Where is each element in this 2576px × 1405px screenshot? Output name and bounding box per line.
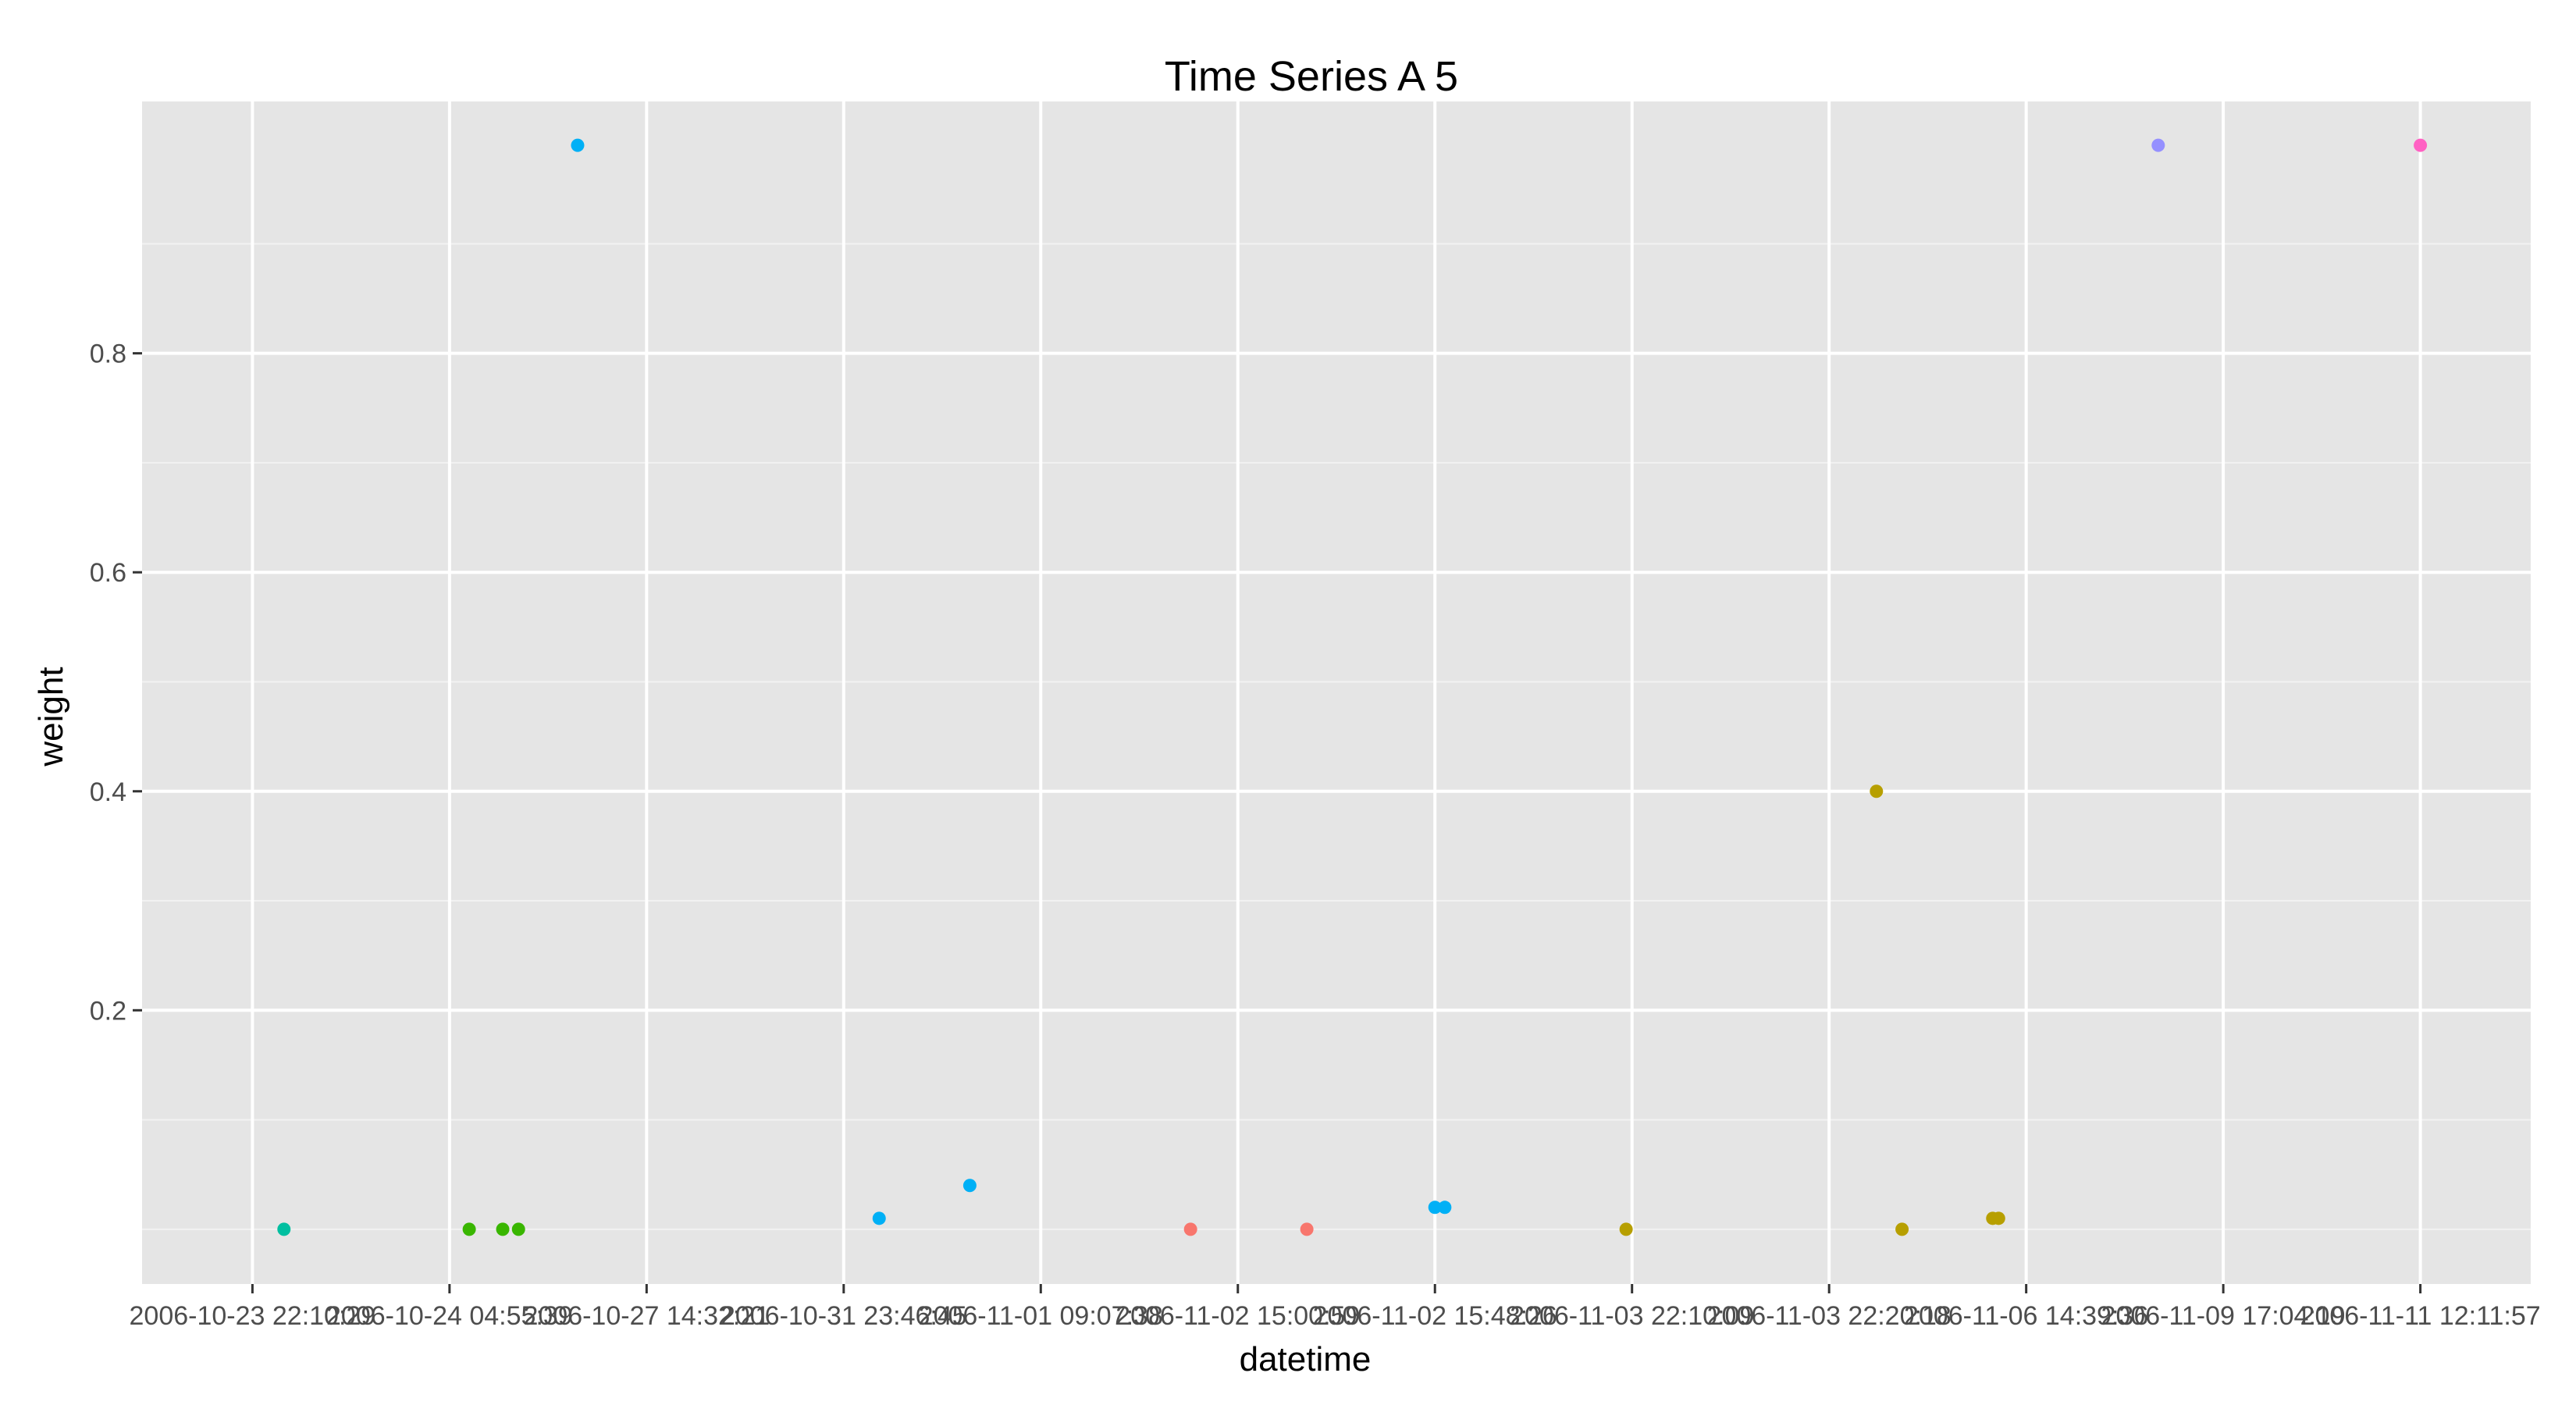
y-axis-label: weight [32, 667, 70, 767]
x-tick-label: 2006-11-03 22:20:18 [1707, 1301, 1952, 1331]
data-point [496, 1222, 510, 1236]
y-tick-label: 0.2 [90, 996, 126, 1026]
data-point [277, 1222, 291, 1236]
x-tick-label: 2006-11-11 12:11:57 [2300, 1301, 2541, 1331]
x-tick-label: 2006-10-24 04:55:39 [326, 1301, 573, 1331]
chart-title: Time Series A 5 [1165, 53, 1458, 100]
x-tick-label: 2006-10-31 23:46:45 [720, 1301, 967, 1331]
data-points [277, 138, 2428, 1236]
data-point [1300, 1222, 1314, 1236]
minor-gridlines [142, 243, 2531, 1230]
x-tick-label: 2006-11-01 09:07:38 [919, 1301, 1163, 1331]
y-axis: 0.2 0.4 0.6 0.8 [90, 340, 142, 1026]
y-tick-label: 0.8 [90, 340, 126, 369]
data-point [1895, 1222, 1909, 1236]
data-point [462, 1222, 476, 1236]
x-tick-label: 2006-10-27 14:32:21 [523, 1301, 770, 1331]
y-tick-label: 0.4 [90, 777, 126, 807]
data-point [2414, 138, 2428, 152]
x-tick-label: 2006-11-03 22:10:09 [1510, 1301, 1754, 1331]
data-point [511, 1222, 525, 1236]
data-point [1428, 1200, 1442, 1215]
data-point [1438, 1200, 1452, 1215]
data-point [1183, 1222, 1197, 1236]
plot-panel [142, 101, 2531, 1284]
x-tick-label: 2006-11-09 17:04:19 [2101, 1301, 2346, 1331]
x-tick-label: 2006-10-23 22:10:29 [130, 1301, 376, 1331]
data-point [962, 1179, 977, 1193]
y-tick-label: 0.6 [90, 558, 126, 588]
data-point [1619, 1222, 1633, 1236]
data-point [2151, 138, 2165, 152]
data-point [571, 138, 585, 152]
x-tick-label: 2006-11-02 15:00:59 [1115, 1301, 1360, 1331]
data-point [872, 1211, 886, 1225]
data-point [1870, 784, 1884, 799]
major-gridlines [142, 101, 2531, 1284]
x-axis-label: datetime [1240, 1340, 1372, 1378]
data-point [1991, 1211, 2005, 1225]
x-tick-label: 2006-11-02 15:48:26 [1313, 1301, 1557, 1331]
x-tick-label: 2006-11-06 14:39:36 [1904, 1301, 2148, 1331]
